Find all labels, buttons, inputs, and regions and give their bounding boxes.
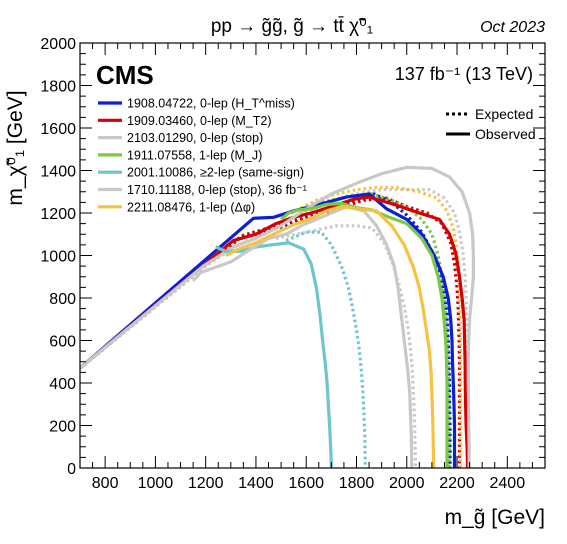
x-tick-label: 1800 [339, 475, 375, 492]
x-tick-label: 1000 [138, 475, 174, 492]
x-tick-label: 800 [92, 475, 119, 492]
y-tick-label: 2000 [40, 36, 76, 53]
observed-curve-7 [225, 205, 436, 468]
expected-curve-7 [295, 185, 463, 468]
x-tick-label: 1400 [238, 475, 274, 492]
style-legend-label: Observed [475, 126, 536, 142]
y-tick-label: 1600 [40, 121, 76, 138]
y-tick-label: 0 [67, 461, 76, 478]
y-axis-label: m_χ̃⁰₁ [GeV] [4, 90, 27, 205]
observed-curve-3 [80, 165, 475, 468]
y-tick-label: 1200 [40, 206, 76, 223]
legend-label: 2211.08476, 1-lep (Δφ) [127, 200, 255, 214]
x-tick-label: 1200 [188, 475, 224, 492]
x-tick-label: 2000 [389, 475, 425, 492]
legend: 1908.04722, 0-lep (H_T^miss) 1909.03460, … [98, 97, 307, 214]
x-tick-label: 2200 [439, 475, 475, 492]
style-legend: Expected Observed [446, 106, 536, 142]
experiment-label: CMS [96, 60, 154, 90]
expected-curve-5 [285, 230, 367, 468]
y-tick-label: 200 [49, 419, 76, 436]
date-label: Oct 2023 [480, 19, 545, 36]
y-tick-label: 800 [49, 291, 76, 308]
chart-title: pp → g̃g̃, g̃ → tt̄ χ̃⁰₁ [211, 16, 373, 37]
x-axis-label: m_g̃ [GeV] [445, 506, 545, 529]
y-tick-label: 1800 [40, 79, 76, 96]
style-legend-label: Expected [475, 106, 533, 122]
expected-curve-6 [275, 224, 418, 468]
curves-group [80, 165, 475, 468]
y-tick-label: 1400 [40, 164, 76, 181]
observed-curve-4 [280, 201, 449, 468]
y-tick-label: 1000 [40, 249, 76, 266]
legend-label: 1911.07558, 1-lep (M_J) [127, 148, 262, 162]
x-tick-label: 2400 [490, 475, 526, 492]
legend-label: 1909.03460, 0-lep (M_T2) [127, 114, 272, 128]
observed-curve-6 [191, 205, 414, 468]
x-tick-label: 1600 [288, 475, 324, 492]
legend-label: 1908.04722, 0-lep (H_T^miss) [127, 97, 295, 111]
y-tick-label: 400 [49, 376, 76, 393]
luminosity-label: 137 fb⁻¹ (13 TeV) [395, 64, 533, 84]
legend-label: 1710.11188, 0-lep (stop), 36 fb⁻¹ [127, 183, 307, 197]
observed-curve-5 [215, 241, 333, 468]
y-tick-label: 600 [49, 334, 76, 351]
legend-label: 2001.10086, ≥2-lep (same-sign) [127, 166, 304, 180]
legend-label: 2103.01290, 0-lep (stop) [127, 131, 263, 145]
axis-ticks: 800 1000 1200 1400 1600 1800 2000 2200 2400 0 200 4… [40, 36, 546, 492]
curves-clip [80, 165, 475, 468]
